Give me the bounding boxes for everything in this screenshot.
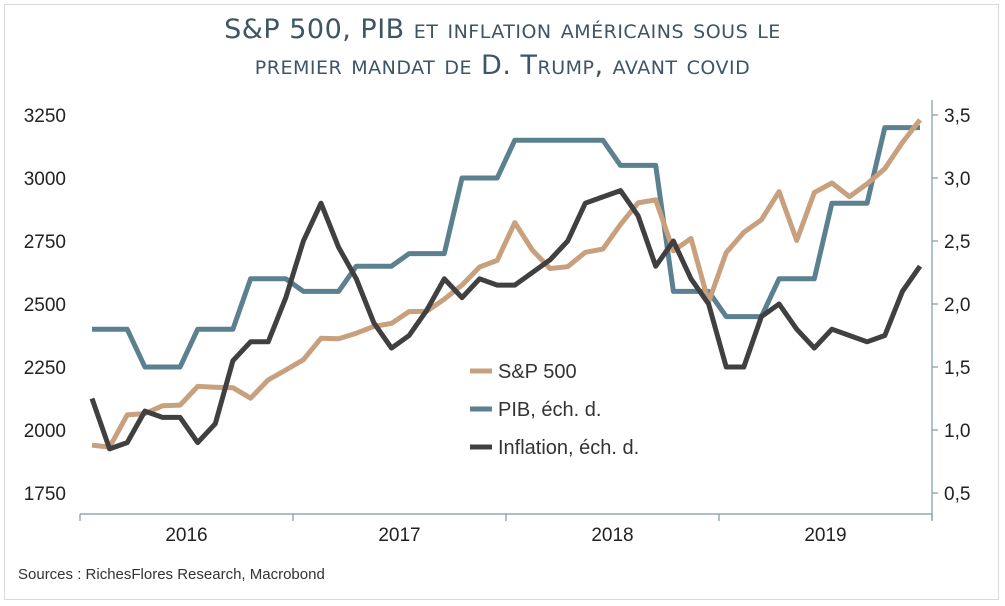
y-left-tick-label: 2750 — [24, 232, 66, 253]
legend-label: PIB, éch. d. — [498, 399, 601, 421]
y-left-tick-label: 1750 — [24, 484, 66, 505]
y-right-tick-label: 1,5 — [944, 358, 970, 379]
y-left-tick-label: 2000 — [24, 421, 66, 442]
x-tick-label: 2018 — [591, 525, 633, 546]
sp500-line — [91, 118, 922, 450]
inflation-line — [89, 188, 923, 452]
chart-title-line1: S&P 500, PIB et inflation américains sou… — [224, 14, 781, 45]
chart-axes: 1750 2000 2250 2500 2750 3000 3250 0,5 1,0 1,5 2,0… — [24, 100, 970, 546]
y-left-tick-label: 3250 — [24, 106, 66, 127]
y-left-tick-label: 2500 — [24, 295, 66, 316]
x-tick-label: 2019 — [804, 525, 846, 546]
chart-frame — [4, 4, 999, 600]
y-right-tick-label: 0,5 — [944, 484, 970, 505]
y-left-tick-label: 3000 — [24, 169, 66, 190]
chart-title-line2: premier mandat de D. Trump, avant covid — [254, 50, 751, 81]
chart-legend: S&P 500 PIB, éch. d. Inflation, éch. d. — [470, 361, 639, 459]
legend-label: S&P 500 — [498, 361, 577, 383]
x-tick-label: 2017 — [378, 525, 420, 546]
legend-label: Inflation, éch. d. — [498, 437, 639, 459]
y-right-tick-label: 3,0 — [944, 169, 970, 190]
source-note: Sources : RichesFlores Research, Macrobo… — [18, 566, 325, 583]
y-left-tick-label: 2250 — [24, 358, 66, 379]
x-tick-label: 2016 — [165, 525, 207, 546]
y-right-tick-label: 1,0 — [944, 421, 970, 442]
y-right-tick-label: 2,5 — [944, 232, 970, 253]
pib-line — [92, 125, 920, 370]
chart-series — [89, 118, 923, 452]
y-right-tick-label: 3,5 — [944, 106, 970, 127]
y-right-tick-label: 2,0 — [944, 295, 970, 316]
